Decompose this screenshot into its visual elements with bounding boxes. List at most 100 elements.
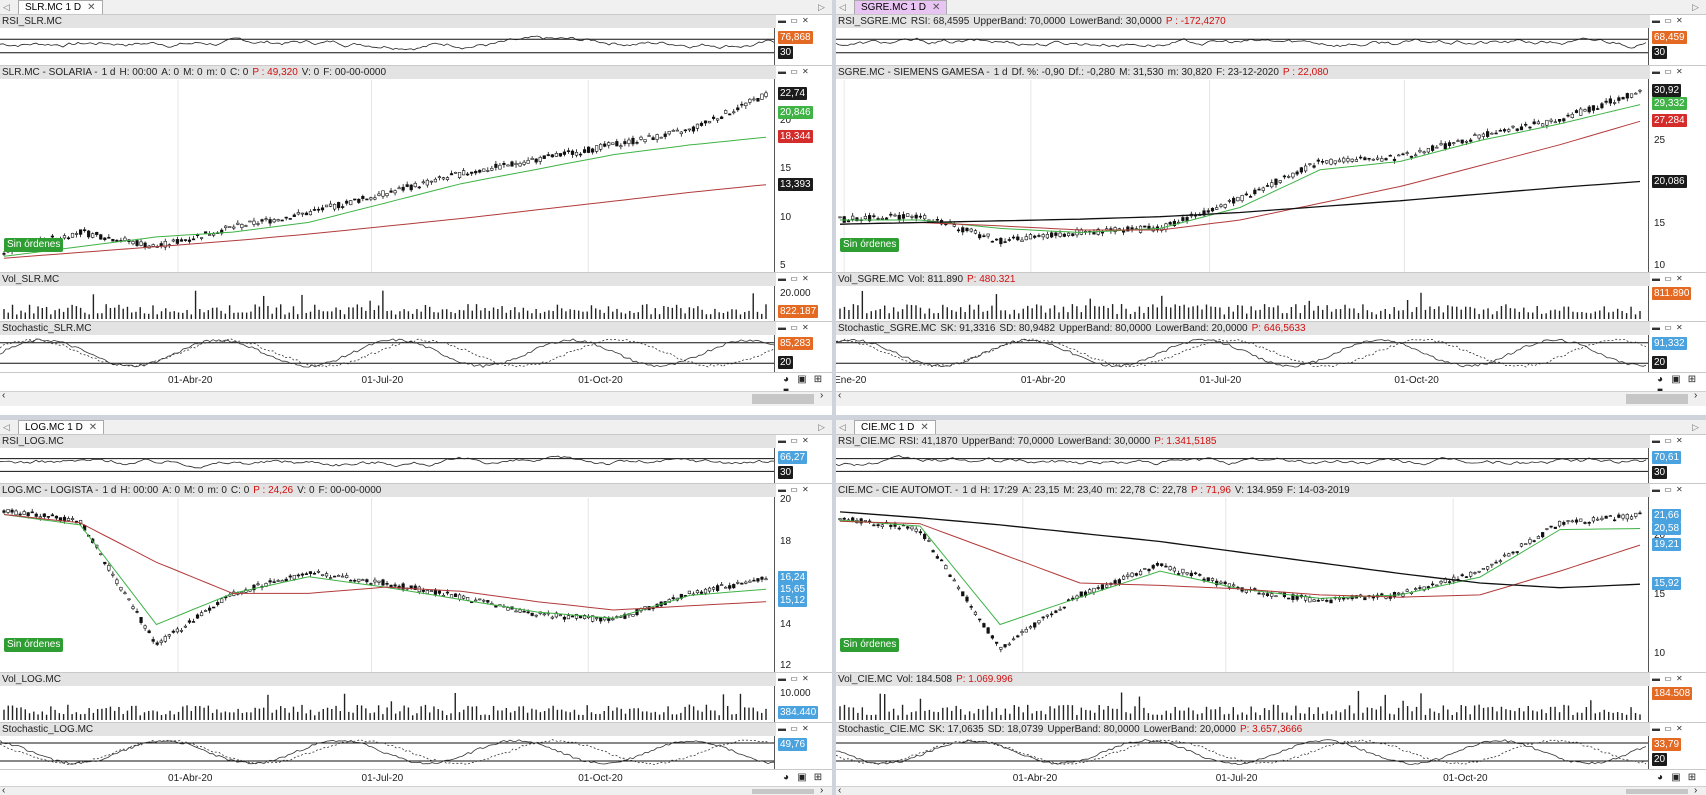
volume-bar — [88, 314, 90, 319]
candle-body — [1151, 565, 1155, 569]
panel-window-controls[interactable]: ▬ ▭ ✕ — [778, 724, 810, 733]
pane-splitter-vertical[interactable] — [832, 0, 836, 795]
volume-bar — [514, 710, 516, 720]
chart-tab[interactable]: LOG.MC 1 D ✕ — [18, 420, 105, 434]
tab-scroll-left-icon[interactable]: ◁ — [839, 2, 846, 12]
scrollbar-thumb[interactable] — [1626, 394, 1688, 404]
order-icon[interactable]: ⊞ — [1687, 772, 1697, 783]
volume-bar — [603, 312, 605, 319]
candle-body — [1388, 154, 1392, 157]
tab-scroll-right-icon[interactable]: ▷ — [1692, 2, 1699, 12]
scroll-right-icon[interactable]: › — [820, 785, 824, 795]
close-tab-icon[interactable]: ✕ — [920, 422, 929, 433]
horizontal-scrollbar[interactable]: ‹ › — [836, 390, 1706, 406]
scroll-left-icon[interactable]: ‹ — [838, 785, 842, 795]
candle-body — [457, 172, 462, 178]
tab-scroll-right-icon[interactable]: ▷ — [818, 2, 825, 12]
tab-scroll-right-icon[interactable]: ▷ — [818, 422, 825, 432]
volume-bar — [463, 709, 465, 720]
candle-body — [1003, 644, 1007, 648]
axis-line — [774, 484, 775, 672]
close-tab-icon[interactable]: ✕ — [87, 2, 96, 13]
volume-bar — [1344, 304, 1346, 319]
candle-body — [1227, 583, 1232, 588]
horizontal-scrollbar[interactable]: ‹ › — [0, 390, 832, 406]
panel-window-controls[interactable]: ▬ ▭ ✕ — [1652, 485, 1684, 494]
scrollbar-thumb[interactable] — [752, 394, 814, 404]
order-icon[interactable]: ⊞ — [813, 772, 823, 783]
panel-window-controls[interactable]: ▬ ▭ ✕ — [778, 67, 810, 76]
panel-window-controls[interactable]: ▬ ▭ ✕ — [1652, 274, 1684, 283]
volume-bar — [437, 709, 439, 720]
candle-body — [357, 198, 361, 203]
panel-window-controls[interactable]: ▬ ▭ ✕ — [778, 323, 810, 332]
volume-bar — [650, 314, 652, 319]
panel-window-controls[interactable]: ▬ ▭ ✕ — [1652, 67, 1684, 76]
panel-window-controls[interactable]: ▬ ▭ ✕ — [1652, 16, 1684, 25]
save-icon[interactable]: ▣ — [1671, 374, 1681, 385]
panel-window-controls[interactable]: ▬ ▭ ✕ — [778, 485, 810, 494]
volume-bar — [1237, 714, 1239, 720]
pane-splitter-horizontal[interactable] — [0, 415, 1706, 420]
chart-pane-log-mc: ◁ LOG.MC 1 D ✕ ▷ RSI_LOG.MC ▬ ▭ ✕ 66,27 30 LOG.M… — [0, 420, 832, 795]
volume-bar — [416, 713, 418, 720]
candle-body — [369, 583, 373, 585]
tab-scroll-left-icon[interactable]: ◁ — [3, 422, 10, 432]
tab-scroll-left-icon[interactable]: ◁ — [839, 422, 846, 432]
volume-bar — [531, 708, 533, 720]
tab-scroll-left-icon[interactable]: ◁ — [3, 2, 10, 12]
scroll-left-icon[interactable]: ‹ — [838, 390, 842, 401]
palette-icon[interactable]: ◕ — [782, 772, 790, 783]
panel-window-controls[interactable]: ▬ ▭ ✕ — [778, 274, 810, 283]
scroll-left-icon[interactable]: ‹ — [2, 390, 6, 401]
horizontal-scrollbar[interactable]: ‹ › — [836, 785, 1706, 795]
panel-window-controls[interactable]: ▬ ▭ ✕ — [1652, 323, 1684, 332]
panel-window-controls[interactable]: ▬ ▭ ✕ — [778, 436, 810, 445]
candle-body — [1532, 121, 1536, 125]
horizontal-scrollbar[interactable]: ‹ › — [0, 785, 832, 795]
candle-body — [191, 621, 196, 623]
volume-bar — [1357, 690, 1360, 720]
scroll-right-icon[interactable]: › — [1694, 390, 1698, 401]
candle-body — [389, 584, 393, 588]
candle-body — [1147, 568, 1151, 572]
volume-bar — [866, 714, 868, 720]
chart-tab[interactable]: CIE.MC 1 D ✕ — [854, 420, 936, 434]
panel-window-controls[interactable]: ▬ ▭ ✕ — [1652, 724, 1684, 733]
candle-body — [627, 139, 631, 144]
save-icon[interactable]: ▣ — [1671, 772, 1681, 783]
save-icon[interactable]: ▣ — [797, 772, 807, 783]
volume-panel: Vol_SLR.MC ▬ ▭ ✕ 20.000 822.187 — [0, 273, 832, 322]
candle-body — [675, 129, 679, 132]
candle-body — [982, 235, 986, 238]
panel-window-controls[interactable]: ▬ ▭ ✕ — [778, 674, 810, 683]
rsi-panel: RSI_CIE.MC RSI: 41,1870 UpperBand: 70,0000… — [836, 435, 1706, 484]
chart-tab[interactable]: SLR.MC 1 D ✕ — [18, 0, 103, 14]
panel-window-controls[interactable]: ▬ ▭ ✕ — [1652, 674, 1684, 683]
scrollbar-thumb[interactable] — [752, 789, 814, 794]
scroll-right-icon[interactable]: › — [1694, 785, 1698, 795]
palette-icon[interactable]: ◕ — [782, 374, 790, 385]
scrollbar-thumb[interactable] — [1626, 789, 1688, 794]
palette-icon[interactable]: ◕ — [1656, 374, 1664, 385]
panel-title-value: P: 1.341,5185 — [1154, 436, 1217, 447]
chart-tab[interactable]: SGRE.MC 1 D ✕ — [854, 0, 948, 14]
scroll-right-icon[interactable]: › — [820, 390, 824, 401]
candle-body — [433, 178, 437, 183]
volume-bar — [292, 706, 295, 720]
palette-icon[interactable]: ◕ — [1656, 772, 1664, 783]
save-icon[interactable]: ▣ — [797, 374, 807, 385]
panel-title-value: P: 480.321 — [967, 274, 1016, 285]
volume-bar — [1630, 707, 1632, 720]
close-tab-icon[interactable]: ✕ — [932, 2, 941, 13]
volume-bar — [748, 310, 750, 319]
tab-scroll-right-icon[interactable]: ▷ — [1692, 422, 1699, 432]
order-icon[interactable]: ⊞ — [1687, 374, 1697, 385]
panel-window-controls[interactable]: ▬ ▭ ✕ — [1652, 436, 1684, 445]
price-tag: 30 — [778, 466, 794, 479]
volume-bar — [995, 708, 998, 720]
order-icon[interactable]: ⊞ — [813, 374, 823, 385]
close-tab-icon[interactable]: ✕ — [88, 422, 98, 433]
scroll-left-icon[interactable]: ‹ — [2, 785, 6, 795]
panel-window-controls[interactable]: ▬ ▭ ✕ — [778, 16, 810, 25]
